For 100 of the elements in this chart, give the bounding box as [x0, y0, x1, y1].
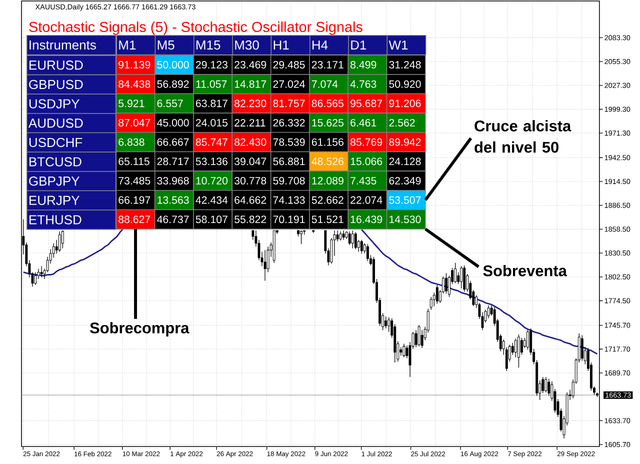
- data-label: 8.499: [350, 61, 376, 69]
- candlestick: [520, 338, 523, 356]
- candlestick: [34, 272, 37, 286]
- y-tick-label: USDCHF: [29, 138, 82, 148]
- candlestick: [348, 231, 351, 246]
- candlestick: [366, 244, 369, 262]
- candlestick: [436, 284, 438, 304]
- data-label: 61.156: [312, 138, 344, 146]
- data-label: 30.778: [234, 177, 266, 185]
- candlestick: [580, 334, 584, 362]
- data-label: 11.057: [196, 80, 227, 88]
- data-label: 42.434: [196, 196, 228, 204]
- data-label: 78.539: [273, 138, 305, 146]
- candlestick: [61, 230, 64, 249]
- data-label: 70.191: [273, 216, 305, 224]
- data-label: 23.171: [312, 61, 344, 69]
- candlestick: [445, 272, 448, 294]
- data-label: 84.438: [118, 80, 150, 88]
- y-tick-label: AUDUSD: [28, 118, 83, 128]
- data-label: 46.737: [157, 216, 189, 224]
- candlestick: [354, 232, 357, 250]
- data-label: 86.565: [312, 100, 344, 108]
- candlestick: [430, 296, 432, 310]
- candlestick: [457, 272, 460, 284]
- data-label: 53.136: [196, 158, 228, 166]
- data-label: 16.439: [350, 216, 382, 224]
- data-label: 4.763: [350, 80, 376, 88]
- y-tick-label: GBPJPY: [29, 176, 80, 186]
- data-label: 50.920: [389, 80, 421, 88]
- data-label: 53.507: [389, 196, 421, 204]
- candlestick: [454, 262, 457, 284]
- data-label: 26.332: [273, 119, 305, 127]
- y-tick-label: ETHUSD: [30, 215, 82, 224]
- data-label: 95.687: [350, 100, 382, 108]
- data-label: 24.015: [196, 119, 228, 127]
- data-label: 91.206: [389, 100, 421, 108]
- data-label: 82.230: [234, 100, 266, 108]
- data-label: 56.881: [273, 158, 305, 166]
- data-label: 52.662: [312, 196, 344, 204]
- candlestick: [511, 342, 514, 356]
- y-tick-label: EURJPY: [30, 196, 80, 206]
- data-label: 55.822: [234, 216, 266, 224]
- data-label: 50.000: [157, 61, 189, 69]
- data-label: 23.469: [234, 61, 266, 69]
- data-label: 45.000: [157, 119, 189, 127]
- data-label: 28.717: [157, 158, 189, 166]
- data-label: 64.662: [234, 196, 266, 204]
- candlestick: [402, 343, 406, 358]
- data-label: 31.248: [389, 61, 421, 69]
- x-tick-label: H1: [274, 40, 289, 50]
- data-label: 56.892: [157, 80, 189, 88]
- candlestick: [58, 231, 61, 252]
- candlestick: [460, 266, 463, 289]
- data-label: 81.757: [273, 100, 305, 108]
- data-label: 89.942: [389, 138, 421, 146]
- x-tick-label: D1: [351, 40, 366, 50]
- data-label: 13.563: [158, 196, 189, 204]
- y-tick-label: EURUSD: [30, 60, 83, 70]
- data-label: 10.720: [196, 177, 228, 185]
- data-label: 14.817: [234, 80, 266, 88]
- data-label: 65.115: [118, 158, 150, 166]
- data-label: 66.667: [157, 138, 189, 146]
- y-tick-label: USDJPY: [29, 99, 80, 108]
- data-label: 12.089: [312, 177, 344, 185]
- data-label: 29.123: [196, 61, 228, 69]
- data-label: 5.921: [118, 100, 144, 108]
- candlestick: [264, 250, 266, 282]
- data-label: 22.211: [234, 119, 266, 127]
- data-label: 15.066: [350, 158, 382, 166]
- data-label: 51.521: [312, 216, 344, 224]
- data-label: 29.485: [273, 61, 305, 69]
- data-label: 15.625: [312, 119, 344, 127]
- data-label: 33.968: [157, 177, 189, 185]
- candlestick: [360, 240, 363, 254]
- candlestick: [418, 324, 420, 347]
- candlestick: [40, 266, 43, 278]
- candlestick: [400, 346, 402, 356]
- data-label: 88.627: [118, 216, 150, 224]
- data-label: 82.430: [234, 138, 266, 146]
- candlestick: [351, 230, 354, 249]
- y-tick-label: GBPUSD: [29, 80, 83, 90]
- data-label: 85.769: [350, 138, 382, 146]
- data-label: 87.047: [118, 119, 150, 127]
- candlestick: [544, 376, 548, 393]
- data-label: 7.435: [350, 177, 376, 185]
- data-label: 73.485: [118, 177, 150, 185]
- annotation: Cruce alcista del nivel 50: [474, 120, 572, 153]
- candlestick: [384, 316, 388, 329]
- y-axis-title: Instruments: [30, 40, 96, 50]
- candlestick: [487, 305, 490, 319]
- data-label: 39.047: [234, 158, 266, 166]
- data-label: 58.107: [196, 216, 228, 224]
- data-label: 6.557: [157, 100, 183, 108]
- data-label: 63.817: [196, 100, 228, 108]
- data-label: 14.530: [390, 216, 421, 224]
- candlestick: [463, 265, 466, 292]
- data-label: 91.139: [118, 61, 150, 69]
- data-label: 85.747: [196, 138, 228, 146]
- chart-title: Stochastic Signals (5) - Stochastic Oscillator Signals: [29, 22, 362, 35]
- candlestick: [339, 231, 342, 242]
